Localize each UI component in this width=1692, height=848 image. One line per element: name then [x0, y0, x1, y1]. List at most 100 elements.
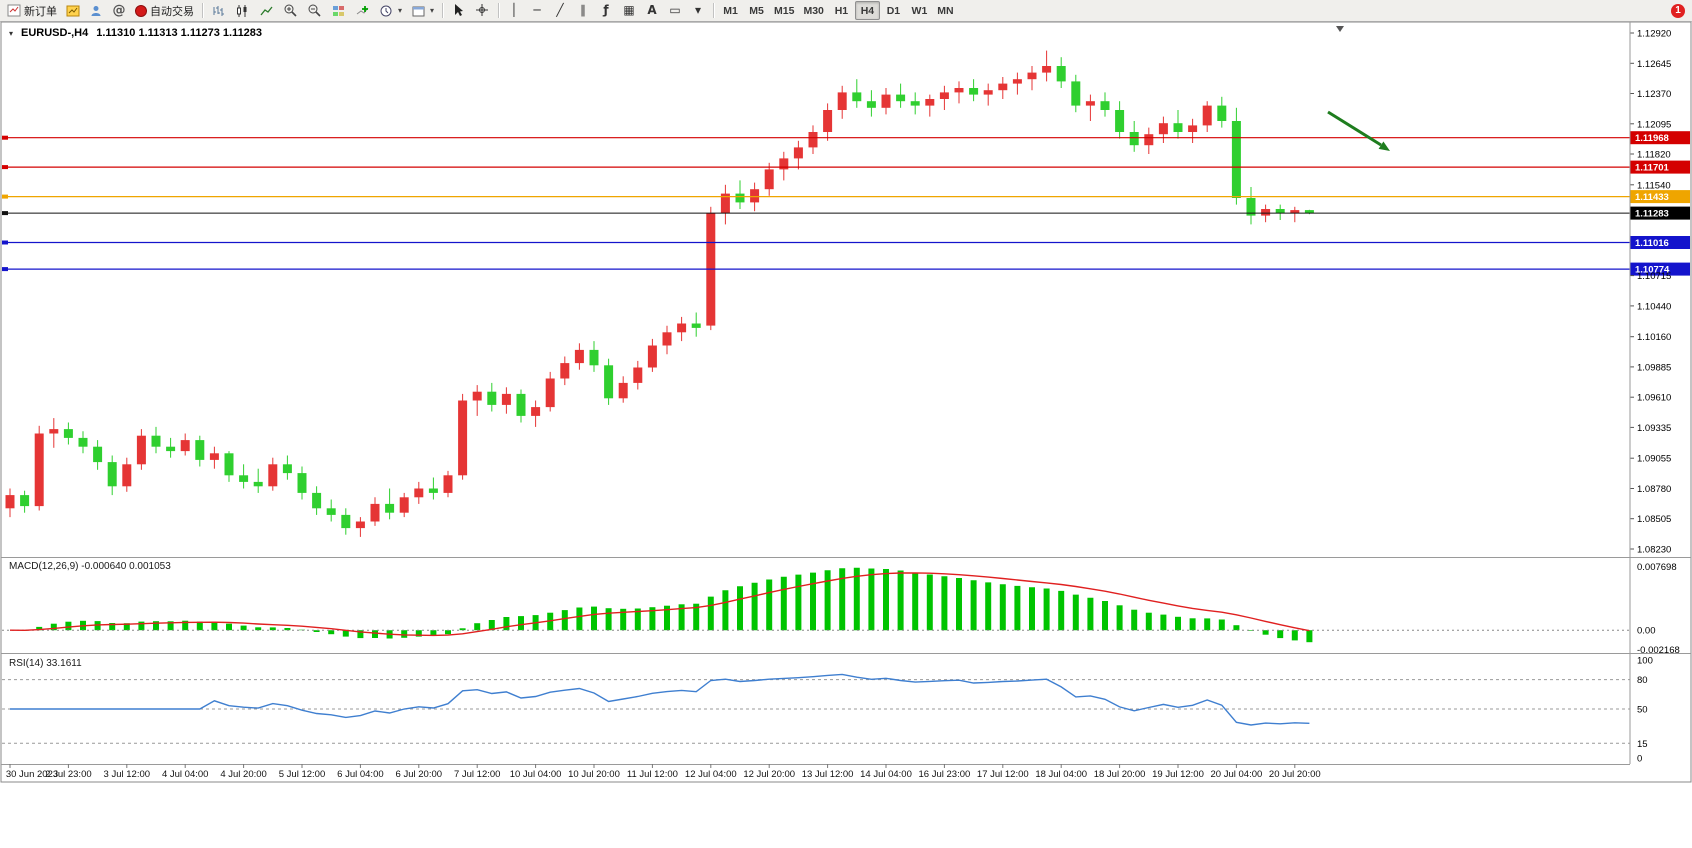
templates-button[interactable]: ▾ [407, 1, 438, 20]
toolbar-separator [498, 3, 500, 18]
timeframe-mn-button[interactable]: MN [933, 1, 958, 20]
price-badge [1630, 160, 1690, 174]
time-label: 20 Jul 20:00 [1269, 769, 1321, 780]
line-left-marker [2, 135, 8, 140]
time-label: 6 Jul 20:00 [396, 769, 442, 780]
cursor-button[interactable] [447, 1, 470, 20]
new-chart-button[interactable] [62, 1, 84, 20]
candle-body [472, 391, 482, 401]
candle-body [253, 481, 263, 487]
channel-button[interactable]: ∥ [572, 1, 594, 20]
candle-body [166, 446, 176, 452]
candle-body [983, 90, 993, 95]
candlestick-series [5, 50, 1314, 537]
zoom-in-button[interactable] [279, 1, 302, 20]
shapes-button[interactable]: ▾ [687, 1, 709, 20]
symbol-ohlc-label: ▾ EURUSD-,H4 1.11310 1.11313 1.11273 1.1… [9, 27, 262, 39]
fibonacci-button[interactable]: ƒ [595, 1, 617, 20]
grid-button[interactable]: ▦ [618, 1, 640, 20]
candle-body [881, 94, 891, 108]
label-tool-icon: ▭ [669, 3, 681, 17]
candle-body [107, 462, 117, 487]
candle-body [501, 393, 511, 405]
candle-body [574, 349, 584, 364]
axis-label: 0.00 [1637, 626, 1656, 637]
new-order-button[interactable]: 新订单 [3, 1, 61, 20]
time-label: 18 Jul 04:00 [1035, 769, 1087, 780]
fibonacci-icon: ƒ [603, 3, 609, 17]
indicators-plus-icon [356, 5, 369, 14]
candle-body [823, 110, 833, 132]
candle-body [735, 193, 745, 203]
bar-chart-button[interactable] [207, 1, 230, 20]
candle-body [1115, 110, 1125, 132]
axis-label: 80 [1637, 675, 1648, 686]
text-tool-button[interactable]: A [641, 1, 663, 20]
metaeditor-button[interactable]: @ [108, 1, 130, 20]
profiles-button[interactable] [85, 1, 107, 20]
candle-body [1217, 105, 1227, 121]
candle-body [910, 101, 920, 106]
timeframe-m1-button[interactable]: M1 [718, 1, 743, 20]
axis-label: 1.10715 [1637, 271, 1671, 282]
candle-body [326, 508, 336, 515]
candle-body [677, 323, 687, 333]
crosshair-button[interactable] [471, 1, 494, 20]
indicators-button[interactable] [351, 1, 374, 20]
axis-label: 1.12920 [1637, 29, 1671, 40]
alert-button[interactable]: 1 [1667, 1, 1689, 20]
timeframe-d1-button[interactable]: D1 [881, 1, 906, 20]
timeframe-m5-button[interactable]: M5 [744, 1, 769, 20]
candle-body [1202, 105, 1212, 126]
timeframe-m30-button[interactable]: M30 [799, 1, 827, 20]
zoom-out-button[interactable] [303, 1, 326, 20]
line-chart-button[interactable] [255, 1, 278, 20]
candle-body [779, 158, 789, 170]
time-label: 3 Jul 12:00 [104, 769, 150, 780]
auto-trading-button[interactable]: 自动交易 [131, 1, 198, 20]
candle-body [1085, 101, 1095, 106]
timeframe-m15-button[interactable]: M15 [770, 1, 798, 20]
macd-indicator-label: MACD(12,26,9) -0.000640 0.001053 [9, 561, 171, 572]
candle-body [239, 475, 249, 482]
candle-body [808, 132, 818, 148]
crosshair-icon [476, 4, 489, 16]
timeframe-h1-button[interactable]: H1 [829, 1, 854, 20]
candle-body [998, 83, 1008, 91]
trendline-button[interactable]: ╱ [549, 1, 571, 20]
line-left-marker [2, 211, 8, 216]
candle-body [63, 429, 73, 438]
candle-body [414, 488, 424, 498]
candle-body [385, 503, 395, 513]
candle-body [866, 101, 876, 108]
candlestick-chart-button[interactable] [231, 1, 254, 20]
axis-label: 50 [1637, 705, 1648, 716]
tile-windows-button[interactable] [327, 1, 350, 20]
candle-body [136, 435, 146, 465]
candle-body [647, 345, 657, 368]
label-tool-button[interactable]: ▭ [664, 1, 686, 20]
price-badge-value: 1.11433 [1635, 192, 1669, 203]
time-label: 19 Jul 12:00 [1152, 769, 1204, 780]
time-label: 13 Jul 12:00 [802, 769, 854, 780]
chevron-down-icon: ▾ [430, 6, 435, 15]
candle-body [633, 367, 643, 383]
new-chart-icon [66, 5, 80, 17]
clock-icon [380, 5, 392, 16]
periods-button[interactable]: ▾ [375, 1, 406, 20]
bearish-arrow[interactable] [1327, 110, 1382, 147]
profiles-icon [91, 6, 101, 16]
axis-label: 1.09335 [1637, 423, 1671, 434]
timeframe-w1-button[interactable]: W1 [907, 1, 932, 20]
axis-label: 1.11820 [1637, 150, 1671, 161]
horizontal-line-button[interactable]: ─ [526, 1, 548, 20]
axis-label: 0 [1637, 754, 1642, 765]
candle-body [1042, 66, 1052, 73]
chart-shift-marker[interactable] [1336, 26, 1344, 32]
price-badge-value: 1.11283 [1635, 209, 1669, 220]
timeframe-h4-button[interactable]: H4 [854, 1, 880, 20]
line-left-marker [2, 267, 8, 272]
vertical-line-button[interactable]: │ [503, 1, 525, 20]
axis-label: -0.002168 [1637, 645, 1680, 656]
